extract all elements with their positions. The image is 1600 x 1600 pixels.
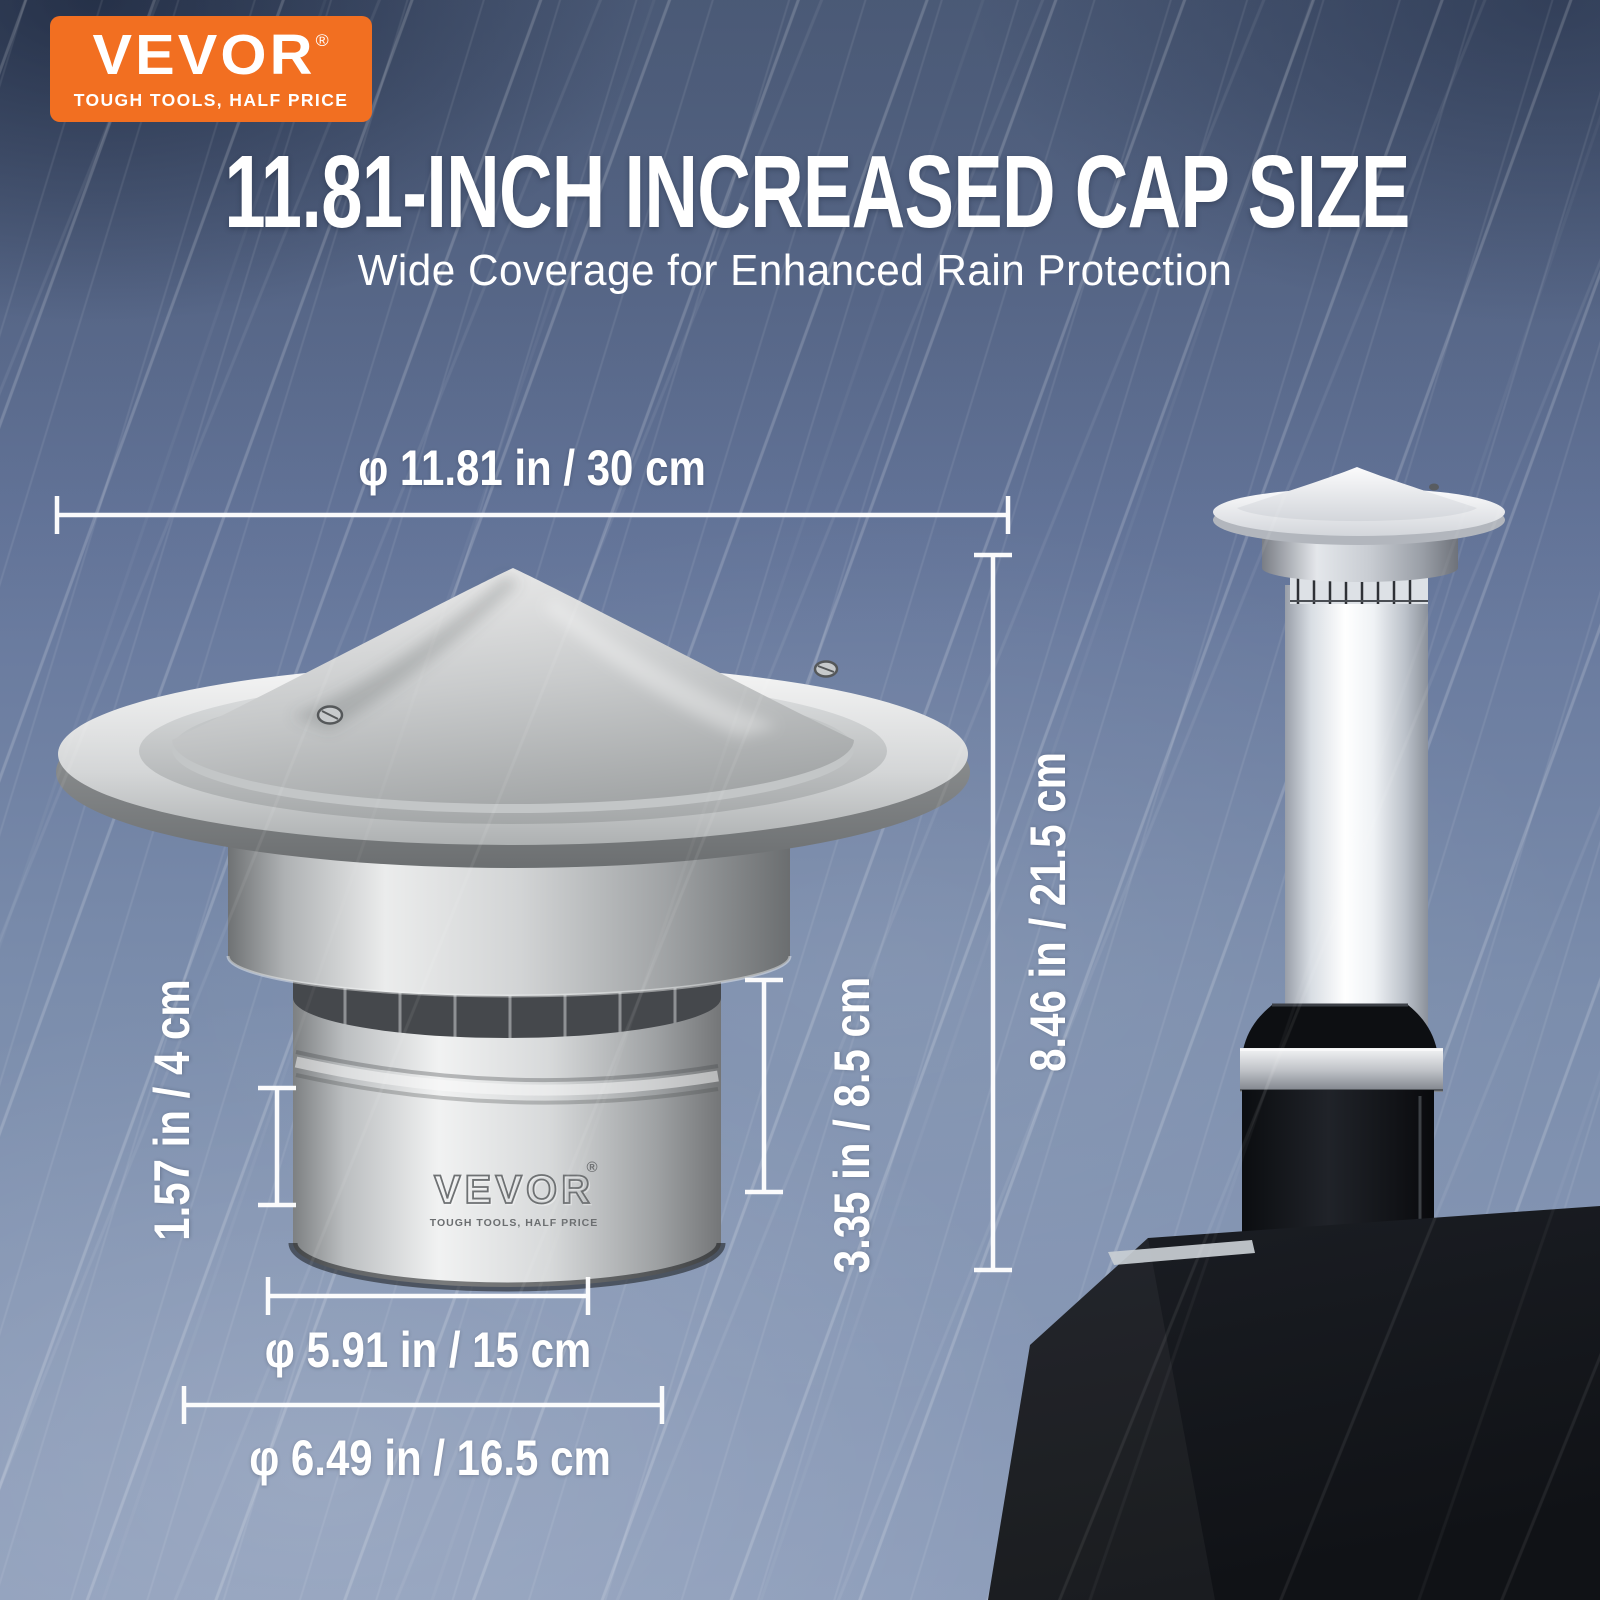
dim-label-pipe-diameter: φ 5.91 in / 15 cm	[264, 1322, 592, 1378]
dim-label-total-height: 8.46 in / 21.5 cm	[1020, 752, 1076, 1072]
vevor-wordmark-text: VEVOR	[92, 23, 317, 87]
dim-line-base-diameter	[181, 1386, 665, 1424]
base-pipe: VEVOR VEVOR ® TOUGH TOOLS, HALF PRICE	[288, 998, 726, 1292]
pipe-emboss: VEVOR VEVOR ® TOUGH TOOLS, HALF PRICE	[430, 1159, 598, 1229]
brand-tagline: TOUGH TOOLS, HALF PRICE	[73, 90, 349, 110]
dim-line-base-insert-height	[258, 1085, 296, 1208]
page-subtitle: Wide Coverage for Enhanced Rain Protecti…	[357, 246, 1233, 295]
dim-line-cap-diameter	[54, 496, 1011, 534]
installed-cone	[1237, 467, 1477, 522]
adapter-band	[1240, 1048, 1443, 1092]
page-title: 11.81-INCH INCREASED CAP SIZE	[224, 134, 1410, 249]
screw-icon-left	[316, 705, 344, 725]
emboss-registered: ®	[586, 1159, 597, 1176]
brand-logo-badge: VEVOR® TOUGH TOOLS, HALF PRICE	[50, 16, 372, 122]
emboss-vevor: VEVOR	[434, 1168, 594, 1212]
roof	[988, 1206, 1600, 1600]
dimension-lines	[54, 496, 1012, 1424]
dim-line-cap-inner-height	[745, 977, 783, 1195]
installed-cap-photo	[988, 467, 1600, 1600]
emboss-tagline: TOUGH TOOLS, HALF PRICE	[430, 1217, 598, 1229]
registered-trademark-icon: ®	[316, 31, 330, 50]
cap-cone	[172, 568, 854, 804]
chimney-stub-black	[1242, 1090, 1434, 1242]
chimney-cap-render: VEVOR VEVOR ® TOUGH TOOLS, HALF PRICE	[56, 568, 970, 1292]
dim-line-total-height	[974, 552, 1012, 1273]
dim-label-base-diameter: φ 6.49 in / 16.5 cm	[249, 1430, 611, 1486]
vevor-wordmark: VEVOR®	[93, 27, 329, 84]
installed-screw-icon	[1429, 483, 1439, 491]
emboss-vevor-shadow: VEVOR	[435, 1170, 595, 1214]
dim-label-base-insert-height: 1.57 in / 4 cm	[144, 979, 200, 1241]
storm-collar-black	[1243, 1003, 1437, 1050]
dim-label-cap-inner-height: 3.35 in / 8.5 cm	[824, 976, 880, 1274]
dim-label-cap-diameter: φ 11.81 in / 30 cm	[358, 440, 706, 496]
dim-line-pipe-diameter	[265, 1277, 591, 1315]
roof-flashing	[1108, 1240, 1255, 1265]
screw-icon-right	[813, 660, 839, 678]
